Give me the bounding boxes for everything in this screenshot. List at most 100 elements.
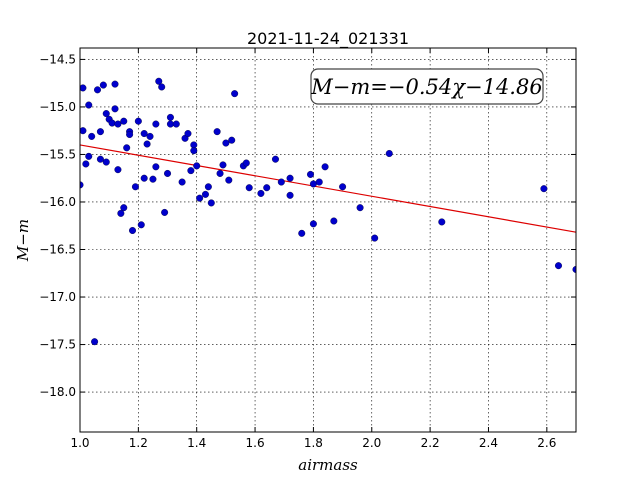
x-tick-label: 2.6 [537,436,556,450]
data-point [196,194,204,202]
data-point [438,218,446,226]
data-point [554,262,562,270]
data-point [201,190,209,198]
data-point [96,128,104,136]
data-point [80,127,87,135]
x-tick-label: 1.6 [246,436,265,450]
data-point [213,128,221,136]
data-point [172,120,180,128]
data-point [114,120,122,128]
data-point [146,132,154,140]
data-point [85,101,93,109]
y-tick-label: −15.0 [39,100,76,114]
data-point [117,209,125,217]
data-point [321,163,329,171]
data-point [102,158,110,166]
x-axis-label: airmass [298,456,358,474]
data-point [108,119,116,127]
data-point [245,184,253,192]
data-point [309,180,317,188]
data-point [216,169,224,177]
data-point [277,178,285,186]
fit-line [79,144,577,233]
data-points [80,77,576,346]
data-point [339,183,347,191]
data-point [330,217,338,225]
data-point [371,234,379,242]
x-tick-label: 1.8 [304,436,323,450]
data-point [306,170,314,178]
fit-equation-annotation: M−m=−0.54χ−14.86 [310,68,544,105]
data-point [134,117,142,125]
data-point [143,140,151,148]
data-point [184,130,192,138]
data-point [140,130,148,138]
data-point [152,120,160,128]
fit-line-layer [79,144,577,233]
plot-frame [79,47,577,433]
data-point [219,161,227,169]
data-point [129,226,137,234]
x-tick-label: 2.2 [421,436,440,450]
y-axis-label: M−m [14,219,32,262]
points-group [80,77,576,346]
data-point [271,155,279,163]
data-point [131,183,139,191]
data-point [166,113,174,121]
data-point [207,199,215,207]
data-point [187,167,195,175]
y-tick-label: −17.0 [39,290,76,304]
chart-title: 2021-11-24_021331 [247,29,409,49]
data-point [242,159,250,167]
data-point [152,163,160,171]
annotation-box [310,68,544,105]
data-point [190,147,198,155]
data-point [540,185,548,193]
x-tick-label: 1.4 [187,436,206,450]
data-point [204,183,212,191]
data-point [298,229,306,237]
grid-lines [79,48,576,432]
data-point [126,130,134,138]
y-tick-label: −16.5 [39,243,76,257]
data-point [309,220,317,228]
data-point [80,181,84,189]
x-tick-label: 2.0 [362,436,381,450]
data-point [140,174,148,182]
data-point [88,132,96,140]
data-point [178,178,186,186]
data-point [315,178,323,186]
data-point [158,83,166,91]
x-tick-label: 1.0 [70,436,89,450]
y-tick-label: −15.5 [39,147,76,161]
data-point [161,208,169,216]
data-point [164,169,172,177]
data-point [85,152,93,160]
data-point [111,80,119,88]
data-point [222,139,230,147]
data-point [111,105,119,113]
y-tick-label: −14.5 [39,52,76,66]
data-point [120,117,128,125]
data-point [225,176,233,184]
y-tick-label: −17.5 [39,338,76,352]
data-point [286,191,294,199]
data-point [385,150,393,158]
data-point [228,136,236,144]
data-point [166,120,174,128]
data-point [94,86,102,94]
data-point [102,110,110,118]
data-point [263,184,271,192]
fit-equation-text: M−m=−0.54χ−14.86 [310,75,542,99]
data-point [96,155,104,163]
data-point [91,338,99,346]
data-point [80,84,87,92]
data-point [99,81,107,89]
data-point [193,162,201,170]
data-point [114,166,122,174]
data-point [82,160,90,168]
data-point [572,265,576,273]
y-tick-label: −18.0 [39,385,76,399]
data-point [356,204,364,212]
x-tick-label: 2.4 [479,436,498,450]
